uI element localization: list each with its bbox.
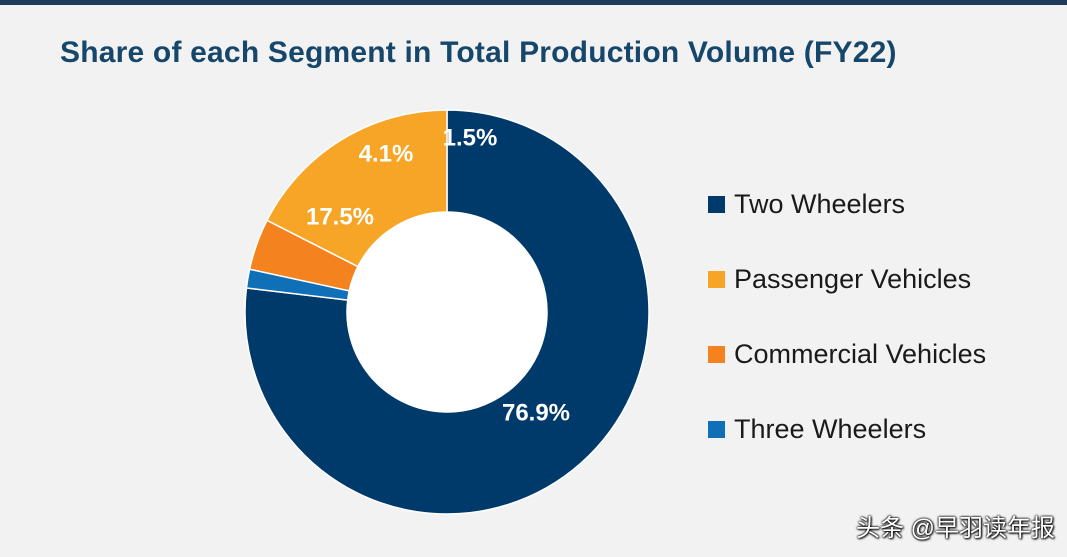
top-rule — [0, 0, 1067, 5]
legend-swatch — [708, 420, 725, 438]
legend-item-passenger-vehicles: Passenger Vehicles — [708, 261, 986, 297]
watermark: 头条 @早羽读年报 — [855, 515, 1055, 542]
legend-label: Passenger Vehicles — [734, 263, 972, 294]
chart-legend: Two Wheelers Passenger Vehicles Commerci… — [708, 186, 986, 486]
data-label-commercial-vehicles: 4.1% — [359, 140, 414, 167]
legend-swatch — [708, 345, 725, 363]
legend-label: Two Wheelers — [734, 188, 906, 219]
legend-swatch — [708, 270, 725, 288]
legend-item-two-wheelers: Two Wheelers — [708, 186, 986, 222]
legend-swatch — [708, 195, 725, 213]
data-label-three-wheelers: 1.5% — [443, 124, 498, 151]
legend-item-three-wheelers: Three Wheelers — [708, 411, 986, 447]
legend-label: Three Wheelers — [734, 413, 927, 444]
legend-item-commercial-vehicles: Commercial Vehicles — [708, 336, 986, 372]
data-label-two-wheelers: 76.9% — [502, 399, 570, 426]
chart-title: Share of each Segment in Total Productio… — [60, 36, 897, 69]
data-label-passenger-vehicles: 17.5% — [306, 203, 374, 230]
legend-label: Commercial Vehicles — [734, 338, 987, 369]
donut-hole — [347, 212, 547, 412]
